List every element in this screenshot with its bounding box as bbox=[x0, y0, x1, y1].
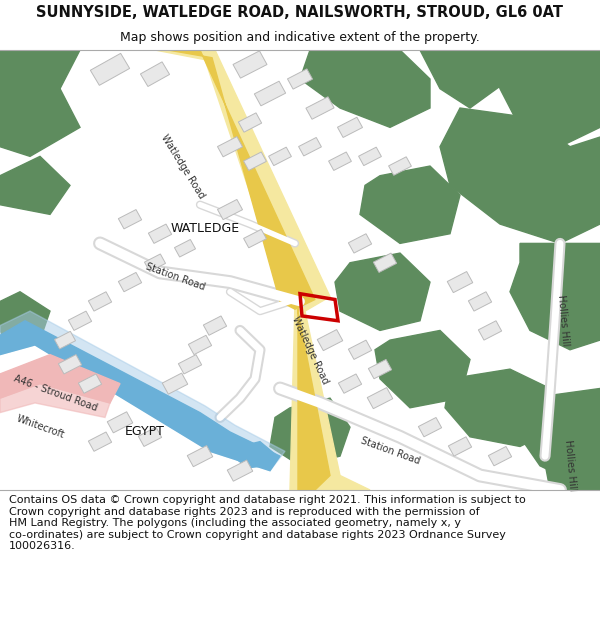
Polygon shape bbox=[360, 166, 460, 243]
Polygon shape bbox=[445, 369, 560, 446]
Polygon shape bbox=[188, 335, 212, 354]
Polygon shape bbox=[0, 354, 120, 403]
Polygon shape bbox=[233, 51, 267, 78]
Polygon shape bbox=[373, 253, 397, 272]
Polygon shape bbox=[510, 243, 600, 350]
Text: Station Road: Station Road bbox=[144, 262, 206, 292]
Polygon shape bbox=[418, 418, 442, 437]
Polygon shape bbox=[238, 113, 262, 132]
Polygon shape bbox=[88, 432, 112, 451]
Polygon shape bbox=[338, 374, 362, 393]
Polygon shape bbox=[0, 89, 80, 156]
Polygon shape bbox=[469, 292, 491, 311]
Text: Whitecroft: Whitecroft bbox=[14, 414, 65, 441]
Polygon shape bbox=[0, 292, 50, 350]
Polygon shape bbox=[389, 157, 412, 175]
Polygon shape bbox=[440, 108, 600, 243]
Polygon shape bbox=[490, 50, 600, 147]
Polygon shape bbox=[329, 152, 352, 171]
Polygon shape bbox=[367, 388, 393, 409]
Polygon shape bbox=[118, 272, 142, 292]
Polygon shape bbox=[162, 373, 188, 394]
Polygon shape bbox=[520, 389, 600, 481]
Polygon shape bbox=[244, 152, 266, 171]
Polygon shape bbox=[235, 442, 275, 468]
Polygon shape bbox=[317, 329, 343, 351]
Text: EGYPT: EGYPT bbox=[125, 426, 165, 439]
Polygon shape bbox=[349, 234, 371, 253]
Polygon shape bbox=[0, 311, 285, 471]
Polygon shape bbox=[203, 316, 227, 335]
Polygon shape bbox=[217, 137, 242, 157]
Polygon shape bbox=[447, 271, 473, 292]
Polygon shape bbox=[375, 331, 470, 408]
Polygon shape bbox=[91, 53, 130, 86]
Text: WATLEDGE: WATLEDGE bbox=[170, 222, 239, 236]
Polygon shape bbox=[306, 97, 334, 119]
Polygon shape bbox=[335, 253, 430, 331]
Polygon shape bbox=[244, 229, 266, 248]
Polygon shape bbox=[285, 297, 340, 490]
Polygon shape bbox=[488, 446, 512, 466]
Polygon shape bbox=[88, 292, 112, 311]
Polygon shape bbox=[287, 69, 313, 89]
Polygon shape bbox=[478, 321, 502, 340]
Polygon shape bbox=[540, 427, 600, 490]
Polygon shape bbox=[107, 412, 133, 433]
Polygon shape bbox=[300, 50, 430, 127]
Polygon shape bbox=[254, 81, 286, 106]
Polygon shape bbox=[155, 50, 330, 311]
Text: Watledge Road: Watledge Road bbox=[290, 314, 330, 385]
Polygon shape bbox=[297, 306, 330, 490]
Text: Map shows position and indicative extent of the property.: Map shows position and indicative extent… bbox=[120, 31, 480, 44]
Polygon shape bbox=[0, 384, 110, 418]
Polygon shape bbox=[448, 437, 472, 456]
Polygon shape bbox=[269, 147, 292, 166]
Polygon shape bbox=[0, 50, 80, 108]
Polygon shape bbox=[0, 156, 70, 214]
Polygon shape bbox=[168, 50, 315, 309]
Polygon shape bbox=[55, 331, 76, 349]
Text: A46 - Stroud Road: A46 - Stroud Road bbox=[12, 374, 98, 413]
Polygon shape bbox=[79, 374, 101, 393]
Polygon shape bbox=[68, 311, 92, 331]
Polygon shape bbox=[217, 199, 242, 219]
Polygon shape bbox=[0, 321, 280, 471]
Polygon shape bbox=[359, 147, 382, 166]
Polygon shape bbox=[187, 446, 213, 467]
Polygon shape bbox=[58, 354, 82, 374]
Polygon shape bbox=[118, 209, 142, 229]
Polygon shape bbox=[178, 354, 202, 374]
Polygon shape bbox=[227, 460, 253, 481]
Text: Contains OS data © Crown copyright and database right 2021. This information is : Contains OS data © Crown copyright and d… bbox=[9, 495, 526, 551]
Polygon shape bbox=[145, 254, 166, 271]
Text: Station Road: Station Road bbox=[359, 436, 421, 467]
Polygon shape bbox=[139, 427, 161, 446]
Text: SUNNYSIDE, WATLEDGE ROAD, NAILSWORTH, STROUD, GL6 0AT: SUNNYSIDE, WATLEDGE ROAD, NAILSWORTH, ST… bbox=[37, 5, 563, 20]
Polygon shape bbox=[368, 359, 392, 379]
Polygon shape bbox=[299, 138, 322, 156]
Text: Watledge Road: Watledge Road bbox=[159, 132, 207, 200]
Polygon shape bbox=[420, 50, 510, 108]
Polygon shape bbox=[140, 62, 170, 86]
Polygon shape bbox=[337, 118, 362, 138]
Polygon shape bbox=[270, 398, 350, 466]
Polygon shape bbox=[175, 239, 196, 257]
Text: Hollies Hill: Hollies Hill bbox=[556, 295, 570, 347]
Text: Hollies Hill: Hollies Hill bbox=[563, 440, 577, 492]
Polygon shape bbox=[148, 224, 172, 243]
Polygon shape bbox=[349, 340, 371, 359]
Polygon shape bbox=[320, 476, 370, 490]
